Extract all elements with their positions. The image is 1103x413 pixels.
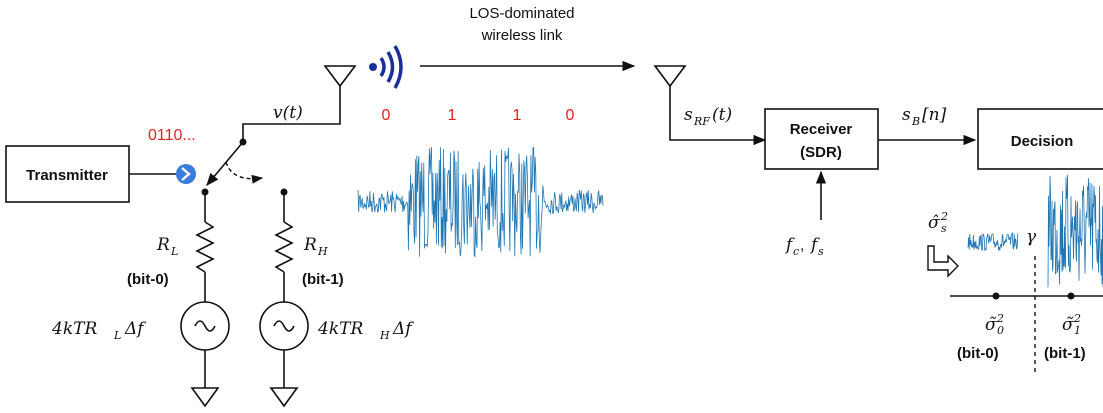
receiver-box bbox=[764, 108, 879, 170]
param-fs: f bbox=[809, 235, 820, 255]
bit-2: 1 bbox=[513, 107, 522, 124]
source-low-sub: L bbox=[113, 329, 121, 342]
resistor-icon bbox=[195, 221, 215, 273]
srf-sub: RF bbox=[693, 115, 710, 128]
source-high-b: Δf bbox=[392, 319, 414, 339]
srf-arg: (t) bbox=[712, 105, 732, 125]
source-low-a: 4kTR bbox=[51, 319, 97, 339]
source-low-b: Δf bbox=[124, 319, 146, 339]
low-noise-trace bbox=[967, 231, 1019, 252]
param-fc: f bbox=[784, 235, 795, 255]
sigma1-point bbox=[1067, 292, 1075, 300]
signal-v: v(t) bbox=[273, 103, 303, 123]
res-low-main: R bbox=[156, 235, 170, 255]
sb-sub: B bbox=[911, 115, 920, 128]
res-high-main: R bbox=[303, 235, 317, 255]
estimate-bit1: (bit-1) bbox=[1044, 345, 1086, 362]
estimate-bit0: (bit-0) bbox=[957, 345, 999, 362]
antenna-icon bbox=[323, 65, 357, 88]
bit-high-label: (bit-1) bbox=[302, 271, 344, 288]
bitstream-label: 0110... bbox=[148, 127, 196, 144]
sigma-hat-sub: s bbox=[941, 222, 947, 235]
source-high-sub: H bbox=[379, 329, 390, 342]
ground-icon bbox=[190, 387, 220, 408]
sigma0-point bbox=[992, 292, 1000, 300]
sigma0-sup: 2 bbox=[996, 312, 1004, 325]
bit-0: 0 bbox=[382, 107, 391, 124]
res-low-sub: L bbox=[170, 245, 178, 258]
sigma1-sup: 2 bbox=[1073, 312, 1081, 325]
sb-main: s bbox=[902, 105, 911, 125]
switch-toggle-arrow bbox=[225, 161, 264, 184]
param-fs-sub: s bbox=[818, 245, 824, 258]
link-label-line2: wireless link bbox=[481, 27, 563, 44]
hollow-arrow-icon bbox=[927, 245, 959, 278]
antenna-feed bbox=[242, 86, 341, 142]
resistor-icon bbox=[274, 221, 294, 273]
switch-blade bbox=[206, 141, 244, 186]
ac-source-icon bbox=[180, 301, 230, 351]
sigma1-main: σ̃ bbox=[1062, 315, 1074, 335]
decision-label: Decision bbox=[1011, 133, 1074, 150]
threshold-gamma: γ bbox=[1026, 227, 1037, 247]
sigma0-sub: 0 bbox=[997, 324, 1004, 337]
antenna-icon bbox=[653, 65, 687, 88]
bit-3: 0 bbox=[566, 107, 575, 124]
chevron-right-icon bbox=[176, 164, 196, 184]
noise-waveform bbox=[357, 146, 604, 258]
decision-box bbox=[977, 108, 1103, 170]
sigma1-sub: 1 bbox=[1074, 324, 1081, 337]
wireless-signal-icon bbox=[369, 45, 403, 89]
res-high-sub: H bbox=[317, 245, 328, 258]
sb-arg: [n] bbox=[922, 105, 947, 125]
receiver-line2: (SDR) bbox=[800, 144, 842, 161]
param-fc-sub: c bbox=[793, 245, 799, 258]
transmitter-label: Transmitter bbox=[26, 167, 108, 184]
bit-1: 1 bbox=[448, 107, 457, 124]
param-comma: , bbox=[800, 237, 804, 254]
bit-low-label: (bit-0) bbox=[127, 271, 169, 288]
srf-main: s bbox=[684, 105, 693, 125]
sigma0-main: σ̃ bbox=[985, 315, 997, 335]
sigma-hat: σ̂ bbox=[928, 213, 940, 233]
receiver-line1: Receiver bbox=[790, 121, 853, 138]
source-high-a: 4kTR bbox=[317, 319, 363, 339]
rx-wire bbox=[669, 86, 765, 141]
sigma-hat-sup: 2 bbox=[940, 210, 948, 223]
ac-source-icon bbox=[259, 301, 309, 351]
link-label-line1: LOS-dominated bbox=[469, 5, 574, 22]
ground-icon bbox=[269, 387, 299, 408]
high-noise-trace bbox=[1047, 174, 1103, 288]
